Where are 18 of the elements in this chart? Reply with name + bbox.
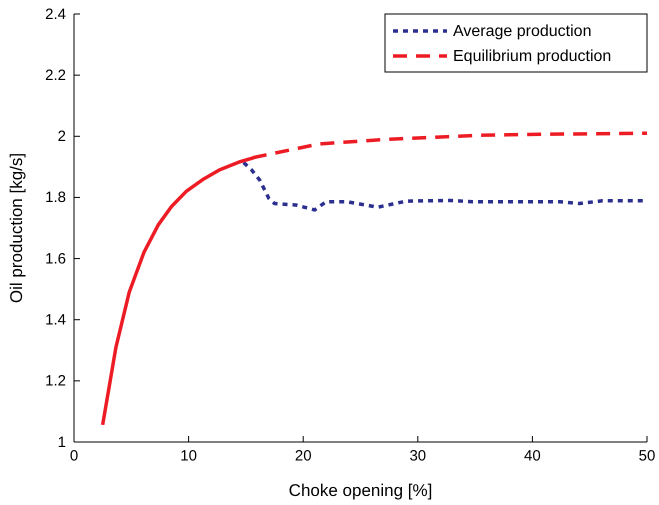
- y-tick-label: 2: [58, 128, 66, 146]
- x-tick-label: 10: [180, 448, 197, 465]
- y-tick-label: 2.4: [45, 6, 66, 23]
- y-tick-label: 1.4: [45, 312, 66, 329]
- x-axis-title: Choke opening [%]: [288, 481, 432, 500]
- x-tick-label: 50: [638, 448, 656, 465]
- y-tick-label: 2.2: [45, 66, 66, 84]
- y-tick-label: 1.2: [45, 372, 66, 390]
- x-tick-label: 20: [294, 448, 312, 465]
- y-axis-title: Oil production [kg/s]: [7, 152, 26, 304]
- x-tick-label: 0: [70, 448, 78, 465]
- y-tick-label: 1.8: [45, 189, 66, 206]
- x-tick-label: 40: [524, 448, 541, 465]
- legend-label: Average production: [453, 23, 592, 40]
- y-tick-label: 1.6: [45, 250, 66, 268]
- x-tick-label: 30: [409, 448, 426, 465]
- legend-label: Equilibrium production: [453, 48, 612, 65]
- y-tick-label: 1: [58, 434, 66, 451]
